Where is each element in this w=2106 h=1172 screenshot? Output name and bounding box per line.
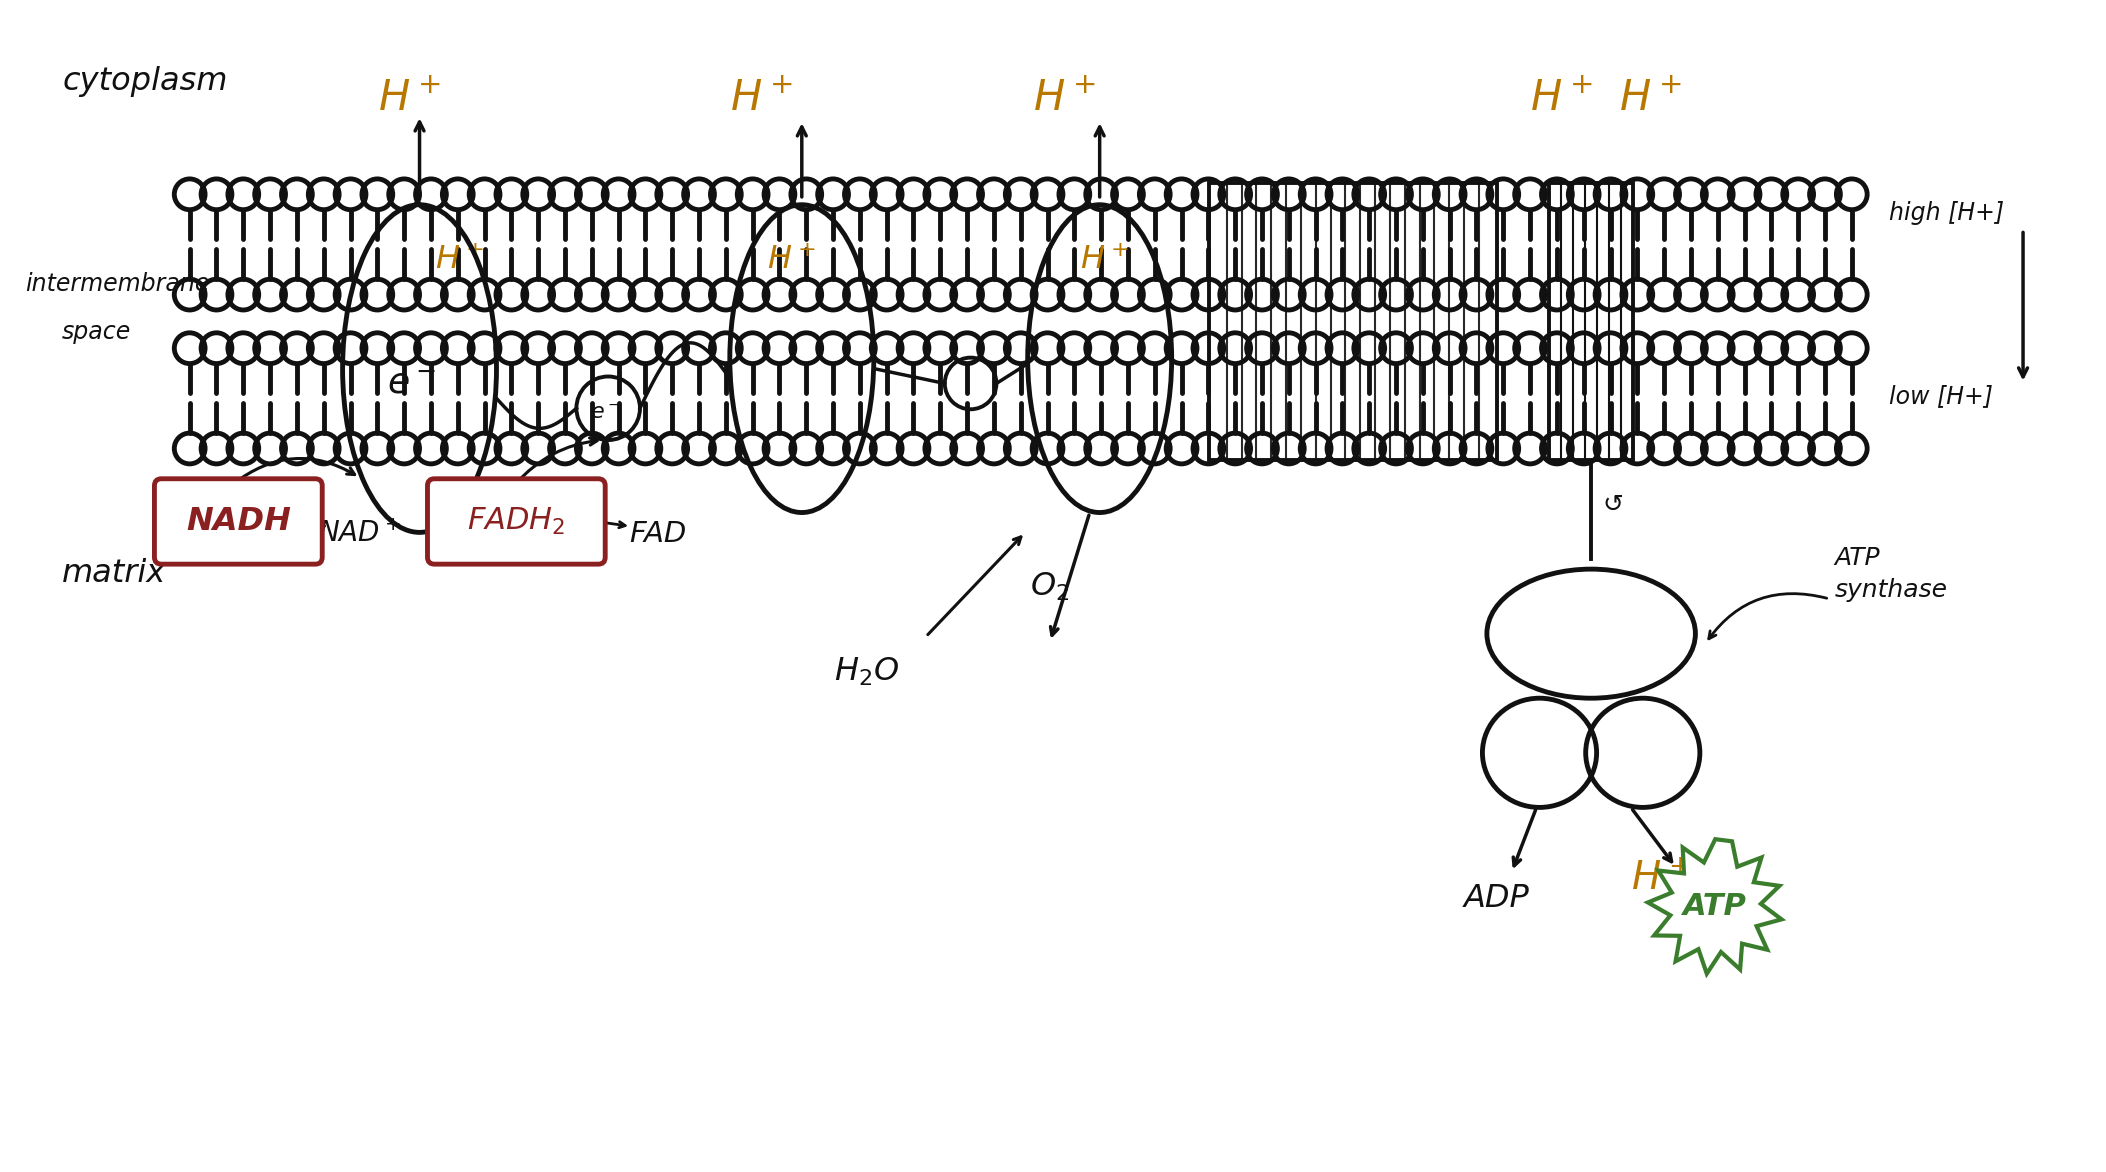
Text: $H_2O$: $H_2O$	[834, 655, 899, 688]
Text: $e^-$: $e^-$	[388, 367, 436, 401]
Text: $H^+$: $H^+$	[767, 245, 817, 277]
Text: $H^+$: $H^+$	[731, 77, 794, 120]
Text: high [H+]: high [H+]	[1889, 200, 2005, 225]
Text: $H^+$: $H^+$	[434, 245, 484, 277]
Text: $O_2$: $O_2$	[1030, 571, 1070, 604]
Text: $H^+$: $H^+$	[1620, 77, 1683, 120]
Text: ↺: ↺	[1603, 492, 1624, 517]
Text: $H^+$: $H^+$	[1034, 77, 1097, 120]
Text: $H^+$: $H^+$	[1630, 860, 1691, 898]
Text: NADH: NADH	[185, 506, 291, 537]
FancyBboxPatch shape	[428, 479, 604, 564]
Text: FAD: FAD	[630, 520, 687, 548]
Text: $H^+$: $H^+$	[377, 77, 442, 120]
Text: $H^+$: $H^+$	[1080, 245, 1129, 277]
Text: cytoplasm: cytoplasm	[61, 66, 227, 97]
Text: low [H+]: low [H+]	[1889, 384, 1992, 408]
Text: ATP
synthase: ATP synthase	[1834, 546, 1948, 602]
Text: $e^-$: $e^-$	[590, 402, 621, 422]
FancyBboxPatch shape	[154, 479, 322, 564]
Polygon shape	[1647, 839, 1782, 974]
Text: ATP: ATP	[1683, 892, 1748, 921]
Text: $FADH_2$: $FADH_2$	[468, 506, 567, 537]
Text: $NAD^+$: $NAD^+$	[318, 520, 402, 548]
Bar	[1209, 183, 1497, 459]
Text: matrix: matrix	[61, 558, 166, 590]
Text: space: space	[61, 320, 131, 343]
Text: ADP: ADP	[1464, 883, 1529, 914]
Bar	[1548, 183, 1634, 459]
Text: intermembrane: intermembrane	[25, 272, 211, 297]
Text: $H^+$: $H^+$	[1529, 77, 1592, 120]
